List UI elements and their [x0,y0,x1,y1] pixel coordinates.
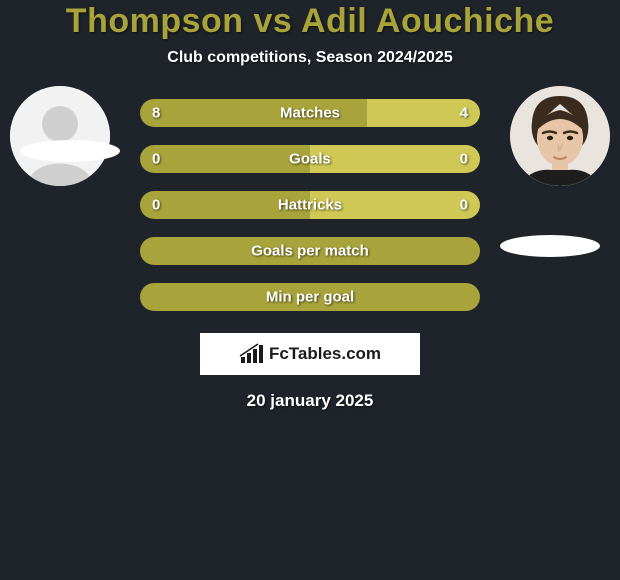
stat-row: Goals 0 0 [140,145,480,173]
stat-value-right: 4 [460,105,468,122]
brand-text: FcTables.com [269,344,381,364]
player-photo-icon [510,86,610,186]
stat-label: Matches [280,105,340,122]
stat-label: Goals [289,151,331,168]
stage: Matches 8 4 Goals 0 0 Hattricks 0 0 Goals per mat… [0,99,620,311]
stat-value-right: 0 [460,197,468,214]
player-right-shadow [500,235,600,257]
stat-row: Matches 8 4 [140,99,480,127]
stat-value-left: 0 [152,197,160,214]
brand-chart-icon [239,343,265,365]
stat-bar-left [140,145,310,173]
brand-badge: FcTables.com [200,333,420,375]
stat-rows: Matches 8 4 Goals 0 0 Hattricks 0 0 Goals per mat… [140,99,480,311]
subtitle: Club competitions, Season 2024/2025 [0,49,620,67]
stat-value-left: 8 [152,105,160,122]
player-left-avatar [10,86,110,186]
placeholder-avatar-icon [10,86,110,186]
stat-value-left: 0 [152,151,160,168]
page-title: Thompson vs Adil Aouchiche [0,2,620,41]
stat-label: Goals per match [251,243,369,260]
stat-label: Hattricks [278,197,342,214]
comparison-card: Thompson vs Adil Aouchiche Club competit… [0,0,620,411]
stat-bar-right [310,145,480,173]
player-left-shadow [20,140,120,162]
stat-label: Min per goal [266,289,354,306]
player-right-avatar [510,86,610,186]
stat-row: Min per goal [140,283,480,311]
stat-row: Hattricks 0 0 [140,191,480,219]
stat-value-right: 0 [460,151,468,168]
stat-row: Goals per match [140,237,480,265]
date: 20 january 2025 [0,391,620,411]
